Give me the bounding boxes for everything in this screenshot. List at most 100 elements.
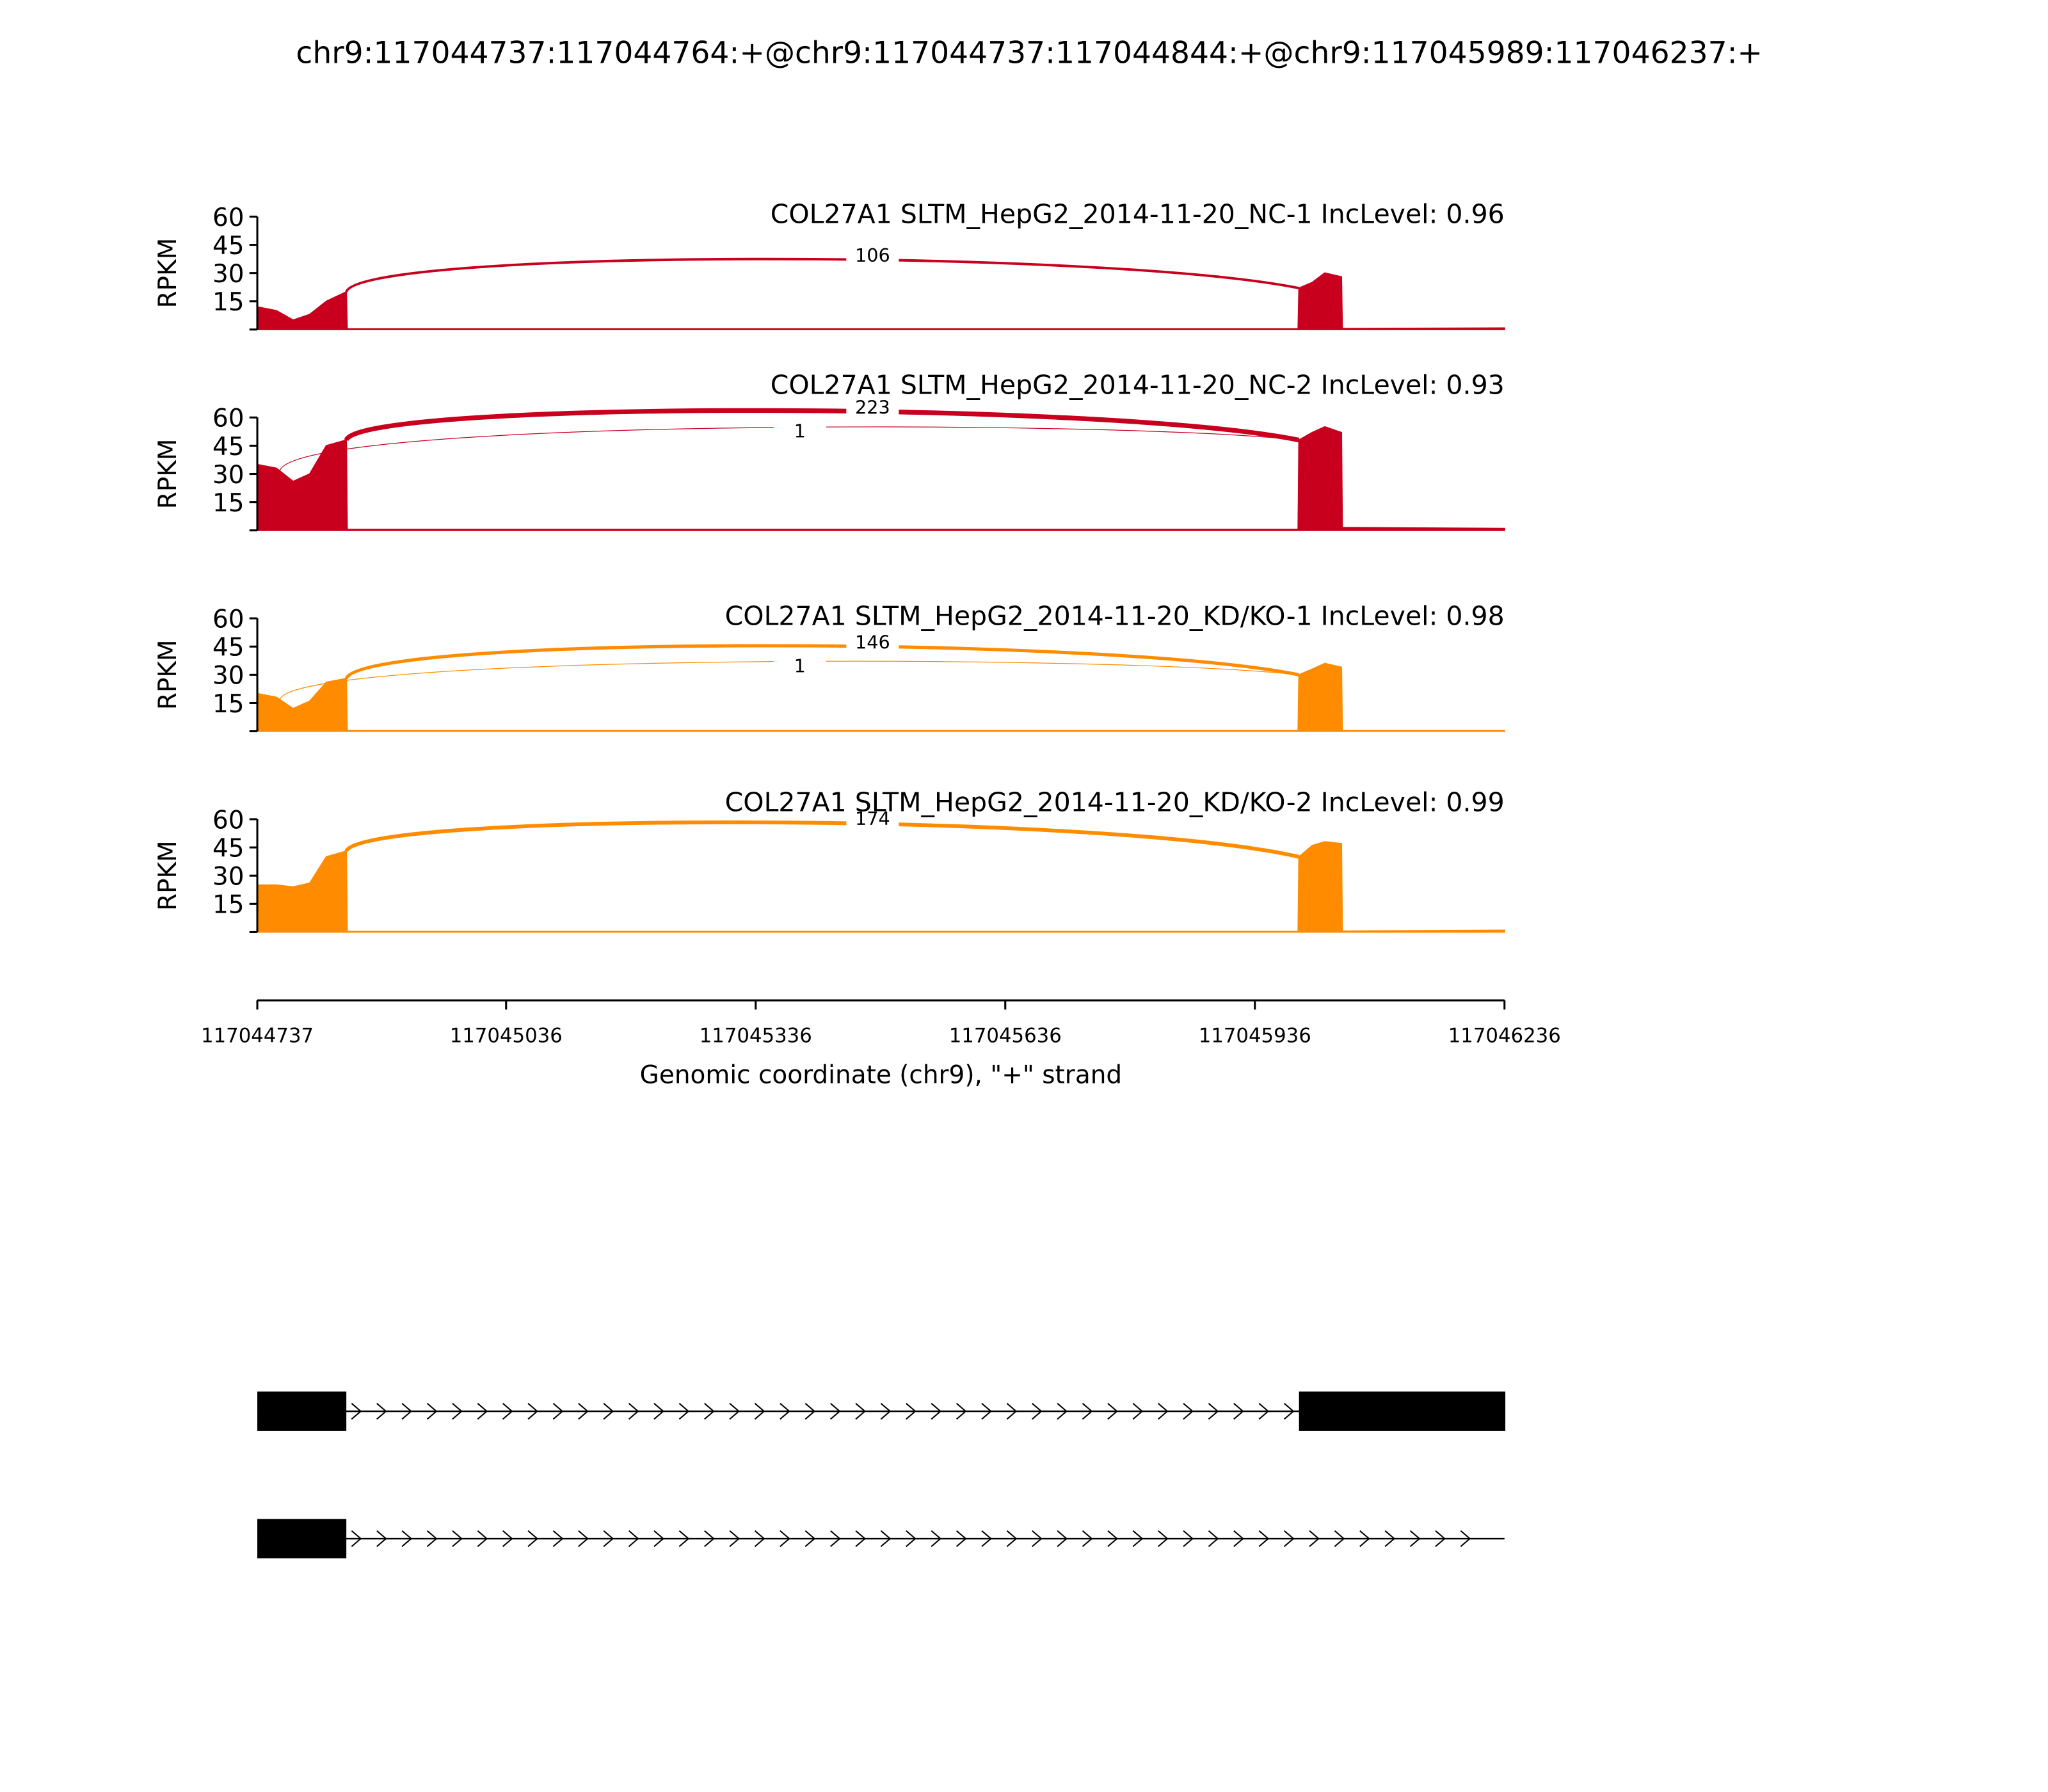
strand-chevron bbox=[351, 1530, 362, 1548]
x-tick-label: 117045936 bbox=[1199, 1025, 1311, 1048]
strand-chevron bbox=[1132, 1530, 1144, 1548]
strand-chevron bbox=[1460, 1530, 1471, 1548]
y-tick-label: 60 bbox=[212, 204, 244, 232]
strand-chevron bbox=[780, 1403, 790, 1420]
y-tick-label: 60 bbox=[212, 404, 244, 433]
strand-chevron bbox=[628, 1530, 639, 1548]
strand-chevron bbox=[981, 1530, 992, 1548]
junction-label-box bbox=[846, 395, 899, 418]
track-title: COL27A1 SLTM_HepG2_2014-11-20_NC-1 IncLe… bbox=[771, 199, 1505, 230]
transcript bbox=[257, 1391, 1506, 1431]
strand-chevron bbox=[401, 1530, 413, 1548]
strand-chevron bbox=[426, 1530, 438, 1548]
strand-chevron bbox=[628, 1403, 639, 1420]
strand-chevron bbox=[1032, 1403, 1043, 1420]
strand-chevron bbox=[1082, 1530, 1093, 1548]
strand-chevron bbox=[1309, 1530, 1320, 1548]
strand-chevron bbox=[754, 1403, 765, 1420]
y-axis-label: RPKM bbox=[154, 439, 182, 509]
x-tick-label: 117044737 bbox=[201, 1025, 314, 1048]
x-tick-label: 117045636 bbox=[949, 1025, 1062, 1048]
strand-chevron bbox=[906, 1530, 916, 1548]
strand-chevron bbox=[1208, 1530, 1219, 1548]
strand-chevron bbox=[552, 1403, 564, 1420]
strand-chevron bbox=[1057, 1530, 1068, 1548]
y-tick-label: 15 bbox=[212, 288, 244, 317]
y-tick-label: 15 bbox=[212, 690, 244, 719]
strand-chevron bbox=[1107, 1403, 1118, 1420]
transcript bbox=[257, 1519, 1505, 1558]
exon bbox=[257, 1519, 347, 1558]
junction-label: 223 bbox=[855, 397, 890, 419]
strand-chevron bbox=[1006, 1530, 1018, 1548]
strand-chevron bbox=[578, 1403, 589, 1420]
strand-chevron bbox=[603, 1403, 614, 1420]
strand-chevron bbox=[552, 1530, 564, 1548]
junction-label: 106 bbox=[855, 244, 890, 266]
strand-chevron bbox=[678, 1530, 690, 1548]
strand-chevron bbox=[956, 1530, 967, 1548]
strand-chevron bbox=[704, 1530, 715, 1548]
strand-chevron bbox=[1359, 1530, 1370, 1548]
junction-arc bbox=[344, 820, 1300, 859]
strand-chevron bbox=[1409, 1530, 1421, 1548]
y-tick-label: 30 bbox=[212, 461, 244, 490]
strand-chevron bbox=[931, 1530, 942, 1548]
strand-chevron bbox=[1283, 1403, 1295, 1420]
track-title: COL27A1 SLTM_HepG2_2014-11-20_KD/KO-2 In… bbox=[725, 787, 1505, 818]
coverage-area bbox=[257, 662, 1505, 732]
strand-chevron bbox=[477, 1530, 488, 1548]
strand-chevron bbox=[578, 1530, 589, 1548]
strand-chevron bbox=[452, 1403, 463, 1420]
y-tick-label: 15 bbox=[212, 891, 244, 920]
strand-chevron bbox=[1057, 1403, 1068, 1420]
junction-label: 1 bbox=[794, 420, 806, 442]
x-tick-label: 117045036 bbox=[450, 1025, 563, 1048]
y-tick-label: 45 bbox=[212, 834, 244, 863]
strand-chevron bbox=[502, 1403, 513, 1420]
strand-chevron bbox=[754, 1530, 765, 1548]
y-tick-label: 30 bbox=[212, 662, 244, 691]
coverage-area bbox=[257, 272, 1505, 330]
strand-chevron bbox=[1258, 1530, 1270, 1548]
y-axis-label: RPKM bbox=[154, 639, 182, 710]
strand-chevron bbox=[1384, 1530, 1396, 1548]
x-tick-label: 117045336 bbox=[700, 1025, 812, 1048]
y-tick-label: 60 bbox=[212, 605, 244, 634]
strand-chevron bbox=[1208, 1403, 1219, 1420]
strand-chevron bbox=[829, 1403, 841, 1420]
strand-chevron bbox=[855, 1530, 866, 1548]
exon bbox=[257, 1391, 347, 1431]
junction-arc bbox=[344, 408, 1300, 443]
strand-chevron bbox=[729, 1403, 740, 1420]
strand-chevron bbox=[1283, 1530, 1295, 1548]
strand-chevron bbox=[1183, 1530, 1194, 1548]
strand-chevron bbox=[452, 1530, 463, 1548]
junction-arc bbox=[279, 426, 1299, 471]
y-tick-label: 45 bbox=[212, 634, 244, 662]
strand-chevron bbox=[603, 1530, 614, 1548]
y-tick-label: 30 bbox=[212, 863, 244, 892]
strand-chevron bbox=[426, 1403, 438, 1420]
strand-chevron bbox=[1032, 1530, 1043, 1548]
strand-chevron bbox=[880, 1403, 892, 1420]
strand-chevron bbox=[527, 1403, 538, 1420]
junction-label: 146 bbox=[855, 631, 890, 653]
coverage-area bbox=[257, 426, 1505, 531]
y-tick-label: 60 bbox=[212, 806, 244, 835]
strand-chevron bbox=[804, 1403, 816, 1420]
strand-chevron bbox=[376, 1530, 387, 1548]
x-tick-label: 117046236 bbox=[1448, 1025, 1561, 1048]
coverage-area bbox=[257, 841, 1505, 933]
strand-chevron bbox=[931, 1403, 942, 1420]
strand-chevron bbox=[729, 1530, 740, 1548]
junction-arc bbox=[345, 257, 1300, 293]
strand-chevron bbox=[1082, 1403, 1093, 1420]
strand-chevron bbox=[1258, 1403, 1270, 1420]
track-title: COL27A1 SLTM_HepG2_2014-11-20_NC-2 IncLe… bbox=[771, 369, 1505, 400]
